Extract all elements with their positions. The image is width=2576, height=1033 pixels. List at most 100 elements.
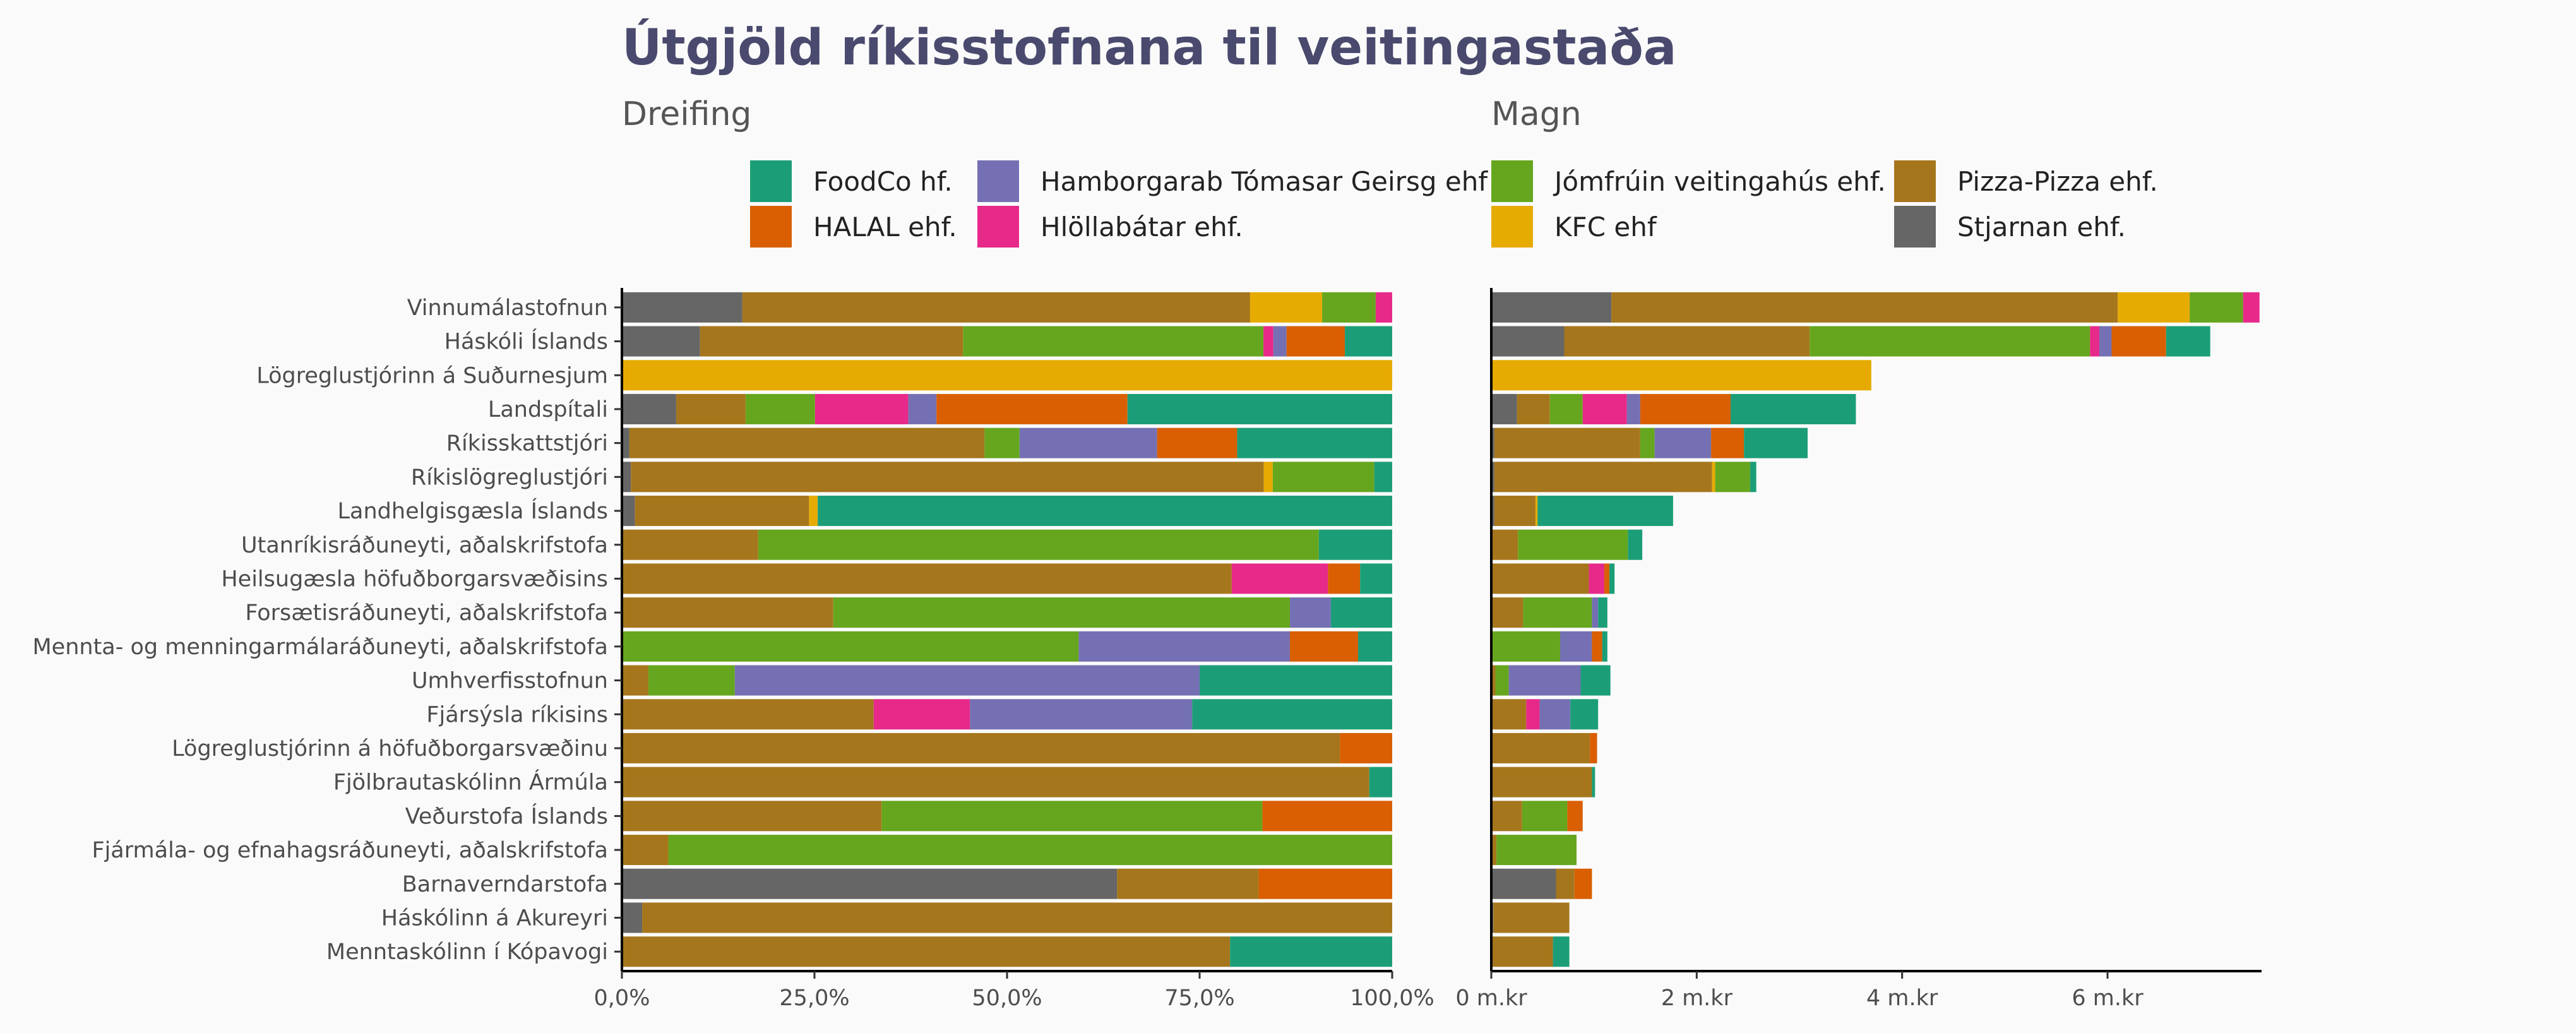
bar-segment-halal-ehf-0-4 bbox=[1157, 427, 1237, 458]
x-tick-label-0-2: 50,0% bbox=[972, 986, 1042, 1011]
bar-segment-foodco-hf-1-11 bbox=[1580, 665, 1611, 696]
legend-swatch-hamborgarab-tomasar-geirsg-ehf bbox=[977, 160, 1019, 202]
bar-segment-halal-ehf-1-13 bbox=[1590, 732, 1597, 763]
bar-segment-stjarnan-ehf-1-4 bbox=[1491, 427, 1494, 458]
category-label-4: Ríkisskattstjóri bbox=[446, 431, 608, 457]
bar-segment-hlollabatar-ehf-1-0 bbox=[2243, 292, 2260, 323]
legend-label-stjarnan-ehf: Stjarnan ehf. bbox=[1957, 212, 2126, 242]
panel-subtitle-dreifing: Dreifing bbox=[622, 95, 751, 133]
category-label-3: Landspítali bbox=[488, 397, 608, 422]
bar-segment-kfc-ehf-1-6 bbox=[1535, 496, 1538, 527]
legend-swatch-hlollabatar-ehf bbox=[977, 206, 1019, 248]
bar-segment-pizza-pizza-ehf-0-18 bbox=[642, 902, 1393, 933]
bar-segment-jomfruin-veitingahus-ehf-0-15 bbox=[881, 801, 1263, 832]
bar-segment-jomfruin-veitingahus-ehf-0-9 bbox=[833, 597, 1291, 628]
category-label-1: Háskóli Íslands bbox=[444, 328, 608, 355]
bar-segment-kfc-ehf-1-2 bbox=[1491, 360, 1871, 391]
bar-segment-jomfruin-veitingahus-ehf-0-11 bbox=[648, 665, 735, 696]
bar-segment-pizza-pizza-ehf-0-6 bbox=[635, 496, 809, 527]
bar-segment-stjarnan-ehf-0-1 bbox=[622, 326, 700, 357]
category-label-17: Barnaverndarstofa bbox=[402, 872, 608, 897]
category-label-13: Lögreglustjórinn á höfuðborgarsvæðinu bbox=[172, 736, 608, 761]
legend-label-halal-ehf: HALAL ehf. bbox=[813, 212, 957, 242]
bar-segment-pizza-pizza-ehf-1-6 bbox=[1494, 496, 1535, 527]
bar-segment-hamborgarab-tomasar-geirsg-ehf-0-10 bbox=[1078, 631, 1291, 662]
bar-segment-stjarnan-ehf-1-17 bbox=[1491, 868, 1556, 899]
bar-segment-foodco-hf-0-4 bbox=[1237, 427, 1392, 458]
bar-segment-kfc-ehf-1-5 bbox=[1712, 462, 1715, 493]
x-tick-label-1-1: 2 m.kr bbox=[1661, 986, 1733, 1011]
bar-segment-hamborgarab-tomasar-geirsg-ehf-1-11 bbox=[1508, 665, 1581, 696]
bar-segment-kfc-ehf-0-0 bbox=[1249, 292, 1323, 323]
bar-segment-hlollabatar-ehf-1-12 bbox=[1526, 699, 1540, 730]
category-label-7: Utanríkisráðuneyti, aðalskrifstofa bbox=[241, 533, 608, 558]
bar-segment-hamborgarab-tomasar-geirsg-ehf-1-9 bbox=[1592, 597, 1599, 628]
bar-segment-hamborgarab-tomasar-geirsg-ehf-0-11 bbox=[734, 665, 1200, 696]
bar-segment-jomfruin-veitingahus-ehf-0-16 bbox=[668, 835, 1392, 866]
legend-label-kfc-ehf: KFC ehf bbox=[1554, 212, 1657, 242]
bar-segment-hlollabatar-ehf-0-3 bbox=[814, 393, 909, 424]
category-label-10: Mennta- og menningarmálaráðuneyti, aðals… bbox=[32, 635, 608, 660]
bar-segment-kfc-ehf-0-2 bbox=[622, 360, 1392, 391]
bar-segment-foodco-hf-1-3 bbox=[1731, 393, 1856, 424]
bar-segment-hamborgarab-tomasar-geirsg-ehf-1-4 bbox=[1654, 427, 1712, 458]
bar-segment-stjarnan-ehf-0-3 bbox=[622, 393, 676, 424]
bar-segment-stjarnan-ehf-0-18 bbox=[622, 902, 643, 933]
bar-segment-hlollabatar-ehf-0-1 bbox=[1263, 326, 1273, 357]
bar-segment-stjarnan-ehf-0-0 bbox=[622, 292, 742, 323]
bar-segment-hamborgarab-tomasar-geirsg-ehf-1-3 bbox=[1626, 393, 1640, 424]
bar-segment-halal-ehf-1-1 bbox=[2111, 326, 2166, 357]
bar-segment-jomfruin-veitingahus-ehf-1-0 bbox=[2190, 292, 2243, 323]
bar-segment-stjarnan-ehf-0-6 bbox=[622, 496, 635, 527]
bar-segment-pizza-pizza-ehf-0-0 bbox=[742, 292, 1250, 323]
bar-segment-jomfruin-veitingahus-ehf-0-1 bbox=[963, 326, 1264, 357]
bar-segment-jomfruin-veitingahus-ehf-1-11 bbox=[1495, 665, 1509, 696]
bar-segment-halal-ehf-0-15 bbox=[1262, 801, 1392, 832]
bar-segment-jomfruin-veitingahus-ehf-1-3 bbox=[1549, 393, 1583, 424]
bar-segment-pizza-pizza-ehf-0-15 bbox=[622, 801, 882, 832]
bar-segment-hlollabatar-ehf-0-8 bbox=[1231, 563, 1328, 594]
bar-segment-jomfruin-veitingahus-ehf-1-5 bbox=[1715, 462, 1750, 493]
panel-subtitle-magn: Magn bbox=[1491, 95, 1582, 133]
bar-segment-foodco-hf-1-8 bbox=[1609, 563, 1615, 594]
bar-segment-stjarnan-ehf-1-3 bbox=[1491, 393, 1517, 424]
bar-segment-foodco-hf-0-11 bbox=[1200, 665, 1392, 696]
bar-segment-pizza-pizza-ehf-1-8 bbox=[1491, 563, 1589, 594]
bar-segment-pizza-pizza-ehf-0-19 bbox=[622, 936, 1231, 967]
bar-segment-hamborgarab-tomasar-geirsg-ehf-0-9 bbox=[1290, 597, 1331, 628]
bar-segment-pizza-pizza-ehf-1-14 bbox=[1491, 767, 1592, 797]
bar-segment-foodco-hf-1-7 bbox=[1628, 529, 1643, 560]
bar-segment-stjarnan-ehf-0-5 bbox=[622, 462, 631, 493]
legend-label-hamborgarab-tomasar-geirsg-ehf: Hamborgarab Tómasar Geirsg ehf bbox=[1041, 166, 1488, 197]
bar-segment-jomfruin-veitingahus-ehf-0-4 bbox=[984, 427, 1020, 458]
category-label-8: Heilsugæsla höfuðborgarsvæðisins bbox=[221, 566, 608, 592]
legend: FoodCo hf. HALAL ehf. Hamborgarab Tómasar … bbox=[750, 160, 2158, 248]
bar-segment-stjarnan-ehf-1-5 bbox=[1491, 462, 1494, 493]
bar-segment-pizza-pizza-ehf-1-1 bbox=[1564, 326, 1810, 357]
chart-title: Útgjöld ríkisstofnana til veitingastaða bbox=[622, 18, 1676, 76]
bar-segment-jomfruin-veitingahus-ehf-0-7 bbox=[758, 529, 1319, 560]
bar-segment-pizza-pizza-ehf-1-13 bbox=[1491, 732, 1590, 763]
bar-segment-pizza-pizza-ehf-1-15 bbox=[1491, 801, 1522, 832]
bar-segment-pizza-pizza-ehf-1-11 bbox=[1491, 665, 1496, 696]
bar-segment-foodco-hf-0-9 bbox=[1330, 597, 1392, 628]
bar-segment-pizza-pizza-ehf-0-8 bbox=[622, 563, 1232, 594]
bar-segment-foodco-hf-0-5 bbox=[1374, 462, 1392, 493]
bar-segment-pizza-pizza-ehf-0-7 bbox=[622, 529, 758, 560]
panel-magn: 0 m.kr 2 m.kr 4 m.kr 6 m.kr bbox=[1455, 288, 2262, 1011]
bar-segment-pizza-pizza-ehf-0-17 bbox=[1117, 868, 1259, 899]
bar-segment-foodco-hf-0-8 bbox=[1360, 563, 1392, 594]
bar-segment-pizza-pizza-ehf-0-3 bbox=[676, 393, 746, 424]
legend-label-jomfruin-veitingahus-ehf: Jómfrúin veitingahús ehf. bbox=[1553, 166, 1886, 197]
bar-segment-jomfruin-veitingahus-ehf-1-7 bbox=[1518, 529, 1628, 560]
bar-segment-pizza-pizza-ehf-0-16 bbox=[622, 835, 669, 866]
bar-segment-foodco-hf-0-12 bbox=[1192, 699, 1392, 730]
x-tick-label-0-4: 100,0% bbox=[1350, 986, 1434, 1011]
bar-segment-pizza-pizza-ehf-0-11 bbox=[622, 665, 649, 696]
legend-label-foodco-hf: FoodCo hf. bbox=[813, 166, 953, 197]
bar-segment-stjarnan-ehf-1-0 bbox=[1491, 292, 1612, 323]
bar-segment-jomfruin-veitingahus-ehf-1-15 bbox=[1522, 801, 1568, 832]
bar-segment-hamborgarab-tomasar-geirsg-ehf-1-10 bbox=[1559, 631, 1592, 662]
bar-segment-pizza-pizza-ehf-1-12 bbox=[1491, 699, 1527, 730]
bar-segment-foodco-hf-1-1 bbox=[2166, 326, 2210, 357]
